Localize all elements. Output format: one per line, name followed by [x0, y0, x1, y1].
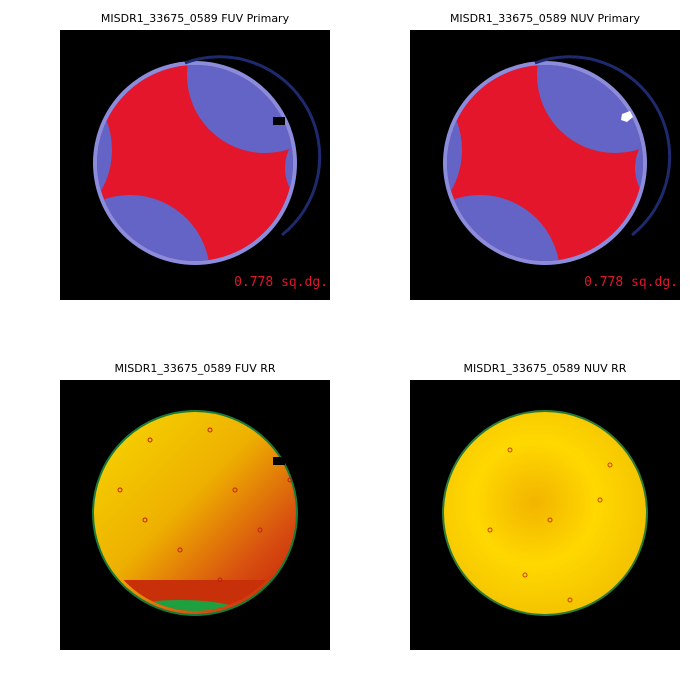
rim — [184, 55, 322, 237]
annotation: 0.778 sq.dg. — [234, 275, 328, 290]
response-map — [93, 411, 297, 615]
panel — [60, 380, 330, 650]
rim — [92, 410, 298, 616]
sources — [117, 427, 293, 583]
annotation: 0.778 sq.dg. — [584, 275, 678, 290]
rim — [442, 410, 648, 616]
response-map — [443, 411, 647, 615]
sources — [487, 447, 613, 603]
panel-title: MISDR1_33675_0589 NUV Primary — [450, 12, 641, 25]
masked-spot — [621, 111, 633, 122]
notch — [273, 117, 285, 125]
panel — [60, 30, 330, 300]
panel — [410, 380, 680, 650]
panel — [410, 30, 680, 300]
panel-title: MISDR1_33675_0589 FUV RR — [115, 362, 276, 375]
notch — [273, 457, 285, 465]
panel-title: MISDR1_33675_0589 FUV Primary — [101, 12, 290, 25]
panel-title: MISDR1_33675_0589 NUV RR — [464, 362, 627, 375]
rim — [534, 55, 672, 237]
